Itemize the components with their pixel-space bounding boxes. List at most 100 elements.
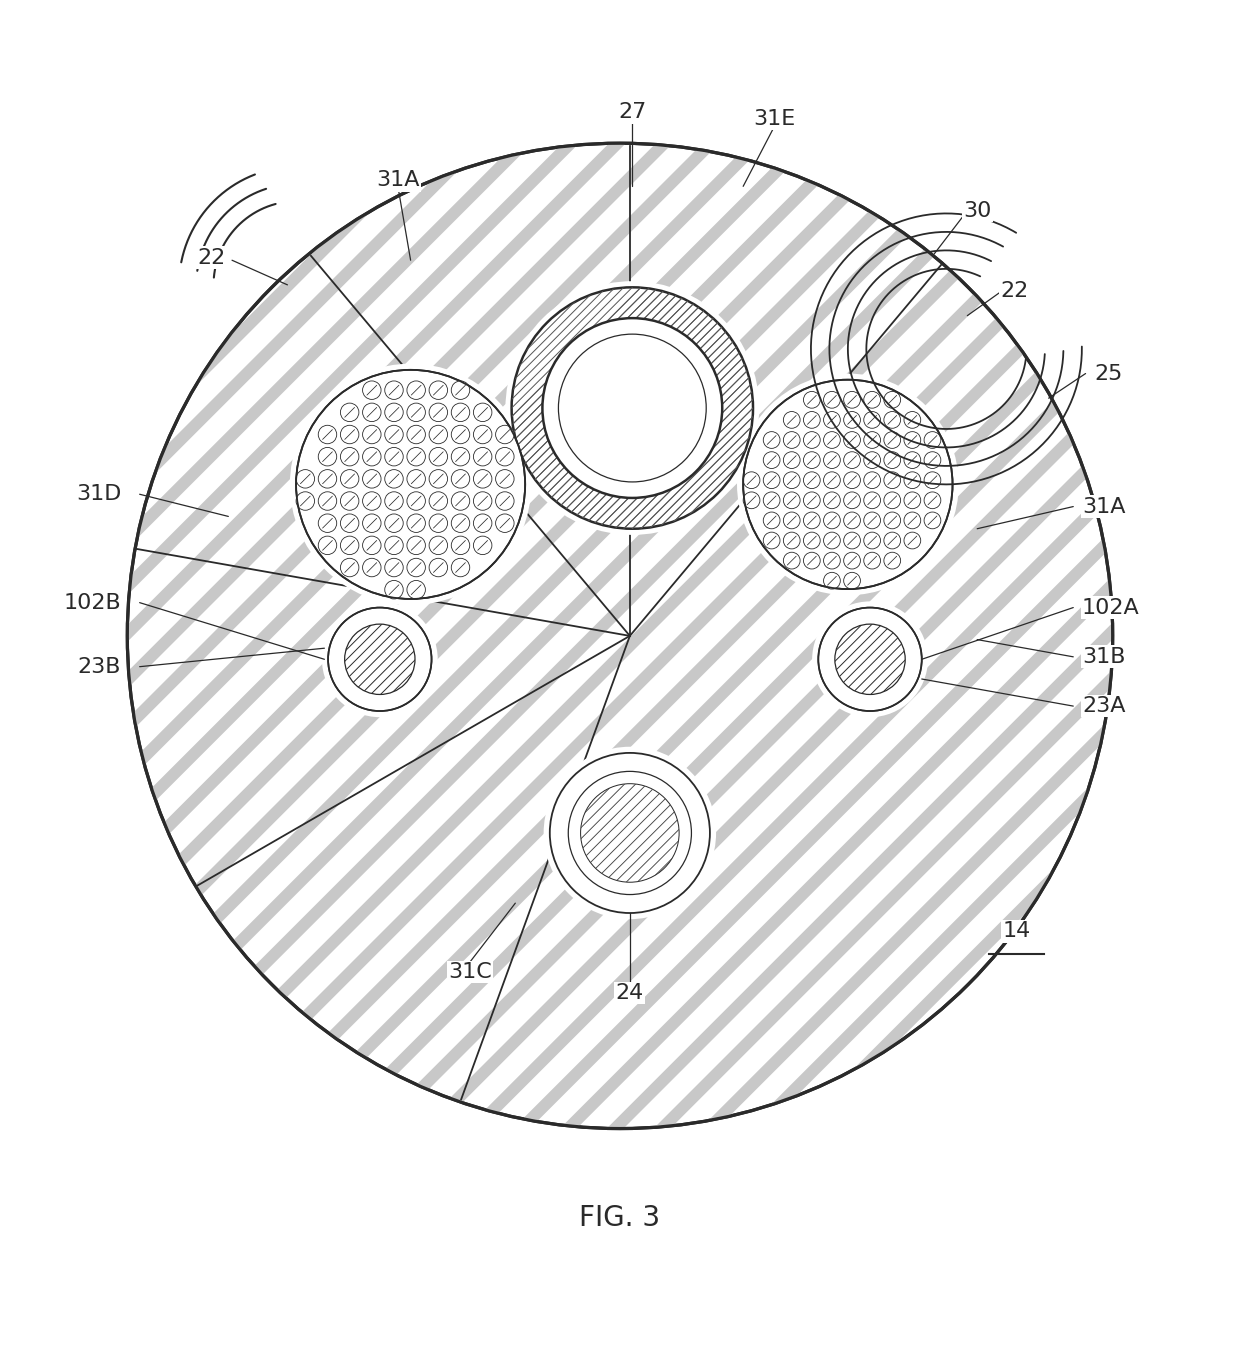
Circle shape <box>429 403 448 421</box>
Circle shape <box>496 447 515 466</box>
Circle shape <box>818 607 921 712</box>
Circle shape <box>128 143 1112 1128</box>
Circle shape <box>429 513 448 532</box>
Circle shape <box>362 447 381 466</box>
Circle shape <box>804 471 820 489</box>
Circle shape <box>764 492 780 509</box>
Circle shape <box>319 536 337 554</box>
Circle shape <box>823 452 841 469</box>
Circle shape <box>884 492 900 509</box>
Circle shape <box>341 513 358 532</box>
Circle shape <box>884 553 900 569</box>
Circle shape <box>804 452 820 469</box>
Circle shape <box>843 492 861 509</box>
Circle shape <box>904 532 921 549</box>
Circle shape <box>804 492 820 509</box>
Circle shape <box>451 447 470 466</box>
Circle shape <box>543 747 715 919</box>
Circle shape <box>384 470 403 488</box>
Circle shape <box>407 492 425 511</box>
Text: 31A: 31A <box>1081 497 1126 516</box>
Circle shape <box>407 447 425 466</box>
Circle shape <box>451 558 470 577</box>
Circle shape <box>835 625 905 694</box>
Circle shape <box>864 471 880 489</box>
Circle shape <box>429 492 448 511</box>
Text: 23A: 23A <box>1081 697 1126 716</box>
Circle shape <box>823 492 841 509</box>
Circle shape <box>407 580 425 599</box>
Circle shape <box>924 432 941 448</box>
Circle shape <box>784 512 800 528</box>
Circle shape <box>384 382 403 399</box>
Circle shape <box>804 532 820 549</box>
Circle shape <box>864 492 880 509</box>
Circle shape <box>474 492 492 511</box>
Text: 22: 22 <box>197 247 226 268</box>
Circle shape <box>496 492 515 511</box>
Text: 102B: 102B <box>63 592 122 612</box>
Circle shape <box>341 558 358 577</box>
Circle shape <box>568 771 692 895</box>
Circle shape <box>823 512 841 528</box>
Circle shape <box>407 425 425 444</box>
Circle shape <box>784 532 800 549</box>
Circle shape <box>884 452 900 469</box>
Text: 24: 24 <box>616 983 644 1004</box>
Circle shape <box>451 403 470 421</box>
Circle shape <box>362 536 381 554</box>
Circle shape <box>843 452 861 469</box>
Circle shape <box>429 558 448 577</box>
Circle shape <box>429 425 448 444</box>
Text: 30: 30 <box>963 201 991 221</box>
Circle shape <box>884 532 900 549</box>
Circle shape <box>812 602 928 717</box>
Circle shape <box>362 492 381 511</box>
Circle shape <box>407 513 425 532</box>
Circle shape <box>823 411 841 428</box>
Circle shape <box>429 470 448 488</box>
Circle shape <box>737 373 959 595</box>
Circle shape <box>864 391 880 409</box>
Circle shape <box>864 512 880 528</box>
Circle shape <box>924 512 941 528</box>
Circle shape <box>558 334 707 482</box>
Circle shape <box>784 452 800 469</box>
Circle shape <box>362 425 381 444</box>
Text: 23B: 23B <box>78 657 122 676</box>
Circle shape <box>864 553 880 569</box>
Text: 31B: 31B <box>1081 646 1126 667</box>
Circle shape <box>549 752 711 913</box>
Circle shape <box>823 532 841 549</box>
Circle shape <box>804 391 820 409</box>
Circle shape <box>506 281 759 535</box>
Circle shape <box>384 580 403 599</box>
Circle shape <box>407 536 425 554</box>
Circle shape <box>407 470 425 488</box>
Circle shape <box>319 425 337 444</box>
Circle shape <box>451 382 470 399</box>
Circle shape <box>924 471 941 489</box>
Circle shape <box>904 432 921 448</box>
Circle shape <box>904 492 921 509</box>
Circle shape <box>784 492 800 509</box>
Circle shape <box>384 558 403 577</box>
Circle shape <box>764 432 780 448</box>
Circle shape <box>864 452 880 469</box>
Circle shape <box>384 403 403 421</box>
Circle shape <box>843 532 861 549</box>
Circle shape <box>451 513 470 532</box>
Circle shape <box>743 380 952 589</box>
Circle shape <box>296 492 315 511</box>
Circle shape <box>843 572 861 589</box>
Text: 14: 14 <box>1002 922 1030 941</box>
Circle shape <box>904 411 921 428</box>
Circle shape <box>843 471 861 489</box>
Circle shape <box>474 447 492 466</box>
Circle shape <box>429 382 448 399</box>
Circle shape <box>843 411 861 428</box>
Circle shape <box>580 784 680 883</box>
Circle shape <box>384 447 403 466</box>
Circle shape <box>784 471 800 489</box>
Circle shape <box>496 513 515 532</box>
